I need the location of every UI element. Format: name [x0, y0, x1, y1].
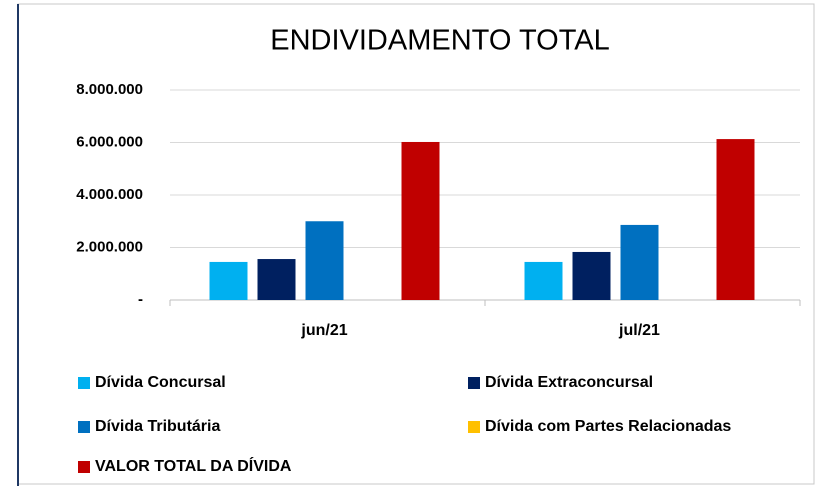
bar	[209, 261, 248, 300]
legend-label: Dívida Tributária	[95, 418, 220, 435]
legend-swatch	[78, 461, 90, 473]
legend-label: Dívida Extraconcursal	[485, 374, 653, 391]
legend-label: Dívida com Partes Relacionadas	[485, 418, 731, 435]
bar	[572, 251, 611, 300]
y-tick-label: 2.000.000	[76, 238, 143, 255]
bar	[257, 259, 296, 300]
x-tick-label: jul/21	[618, 322, 660, 339]
x-tick-label: jun/21	[300, 322, 347, 339]
legend-swatch	[78, 377, 90, 389]
bar	[524, 261, 563, 300]
y-tick-label: 6.000.000	[76, 133, 143, 150]
y-tick-label: 4.000.000	[76, 186, 143, 203]
legend-label: Dívida Concursal	[95, 374, 226, 391]
legend-swatch	[468, 377, 480, 389]
legend-label: VALOR TOTAL DA DÍVIDA	[95, 456, 292, 475]
bar	[716, 139, 755, 300]
bar	[401, 141, 440, 300]
legend-swatch	[468, 421, 480, 433]
bar	[305, 221, 344, 300]
bar	[620, 224, 659, 300]
y-tick-label: -	[138, 291, 143, 308]
y-tick-label: 8.000.000	[76, 81, 143, 98]
legend-swatch	[78, 421, 90, 433]
chart-title: ENDIVIDAMENTO TOTAL	[270, 25, 609, 57]
